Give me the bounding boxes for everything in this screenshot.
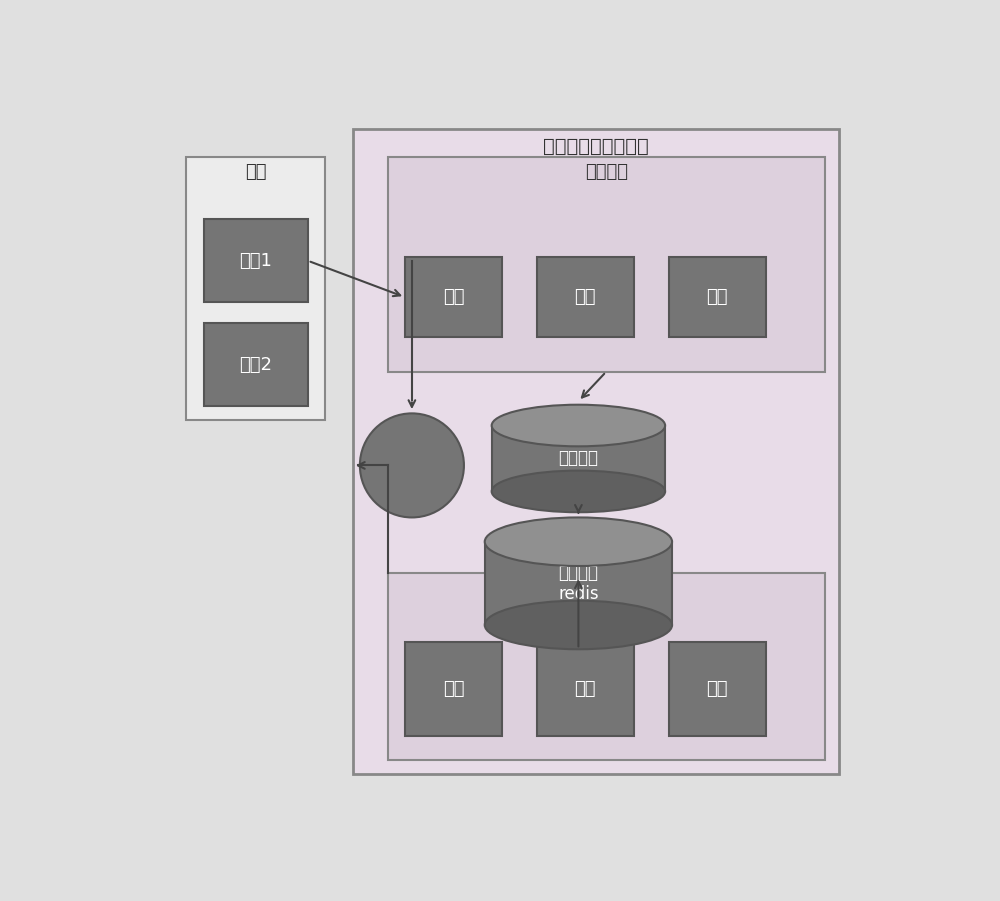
Bar (186, 157, 325, 420)
Bar (669, 642, 766, 736)
Text: 新增: 新增 (443, 288, 464, 306)
Text: 缓存服务
redis: 缓存服务 redis (558, 564, 599, 603)
Bar (204, 323, 308, 406)
Bar (388, 157, 825, 372)
Text: 删除: 删除 (575, 288, 596, 306)
Bar (405, 258, 502, 337)
Text: 失效: 失效 (706, 680, 728, 698)
Bar (204, 219, 308, 303)
Ellipse shape (485, 601, 672, 650)
Text: 高性能两级缓存装置: 高性能两级缓存装置 (543, 137, 649, 156)
Bar (485, 542, 672, 625)
Text: 功能1: 功能1 (239, 251, 272, 269)
Text: 功能2: 功能2 (239, 356, 272, 374)
Circle shape (360, 414, 464, 517)
Text: PUB/SUB: PUB/SUB (566, 579, 646, 597)
Ellipse shape (492, 470, 665, 513)
Bar (405, 642, 502, 736)
Text: 修改: 修改 (706, 288, 728, 306)
Text: 一级缓存: 一级缓存 (558, 450, 598, 468)
Text: 删除: 删除 (575, 680, 596, 698)
Bar (537, 258, 634, 337)
Bar (388, 573, 825, 760)
Ellipse shape (485, 517, 672, 566)
Bar (353, 129, 839, 774)
Text: 监听: 监听 (401, 457, 423, 475)
Text: 修改: 修改 (443, 680, 464, 698)
Bar (492, 425, 665, 491)
Ellipse shape (492, 405, 665, 446)
Bar (669, 258, 766, 337)
Text: 应用: 应用 (245, 163, 267, 181)
Bar (537, 642, 634, 736)
Text: 操作缓存: 操作缓存 (585, 163, 628, 181)
